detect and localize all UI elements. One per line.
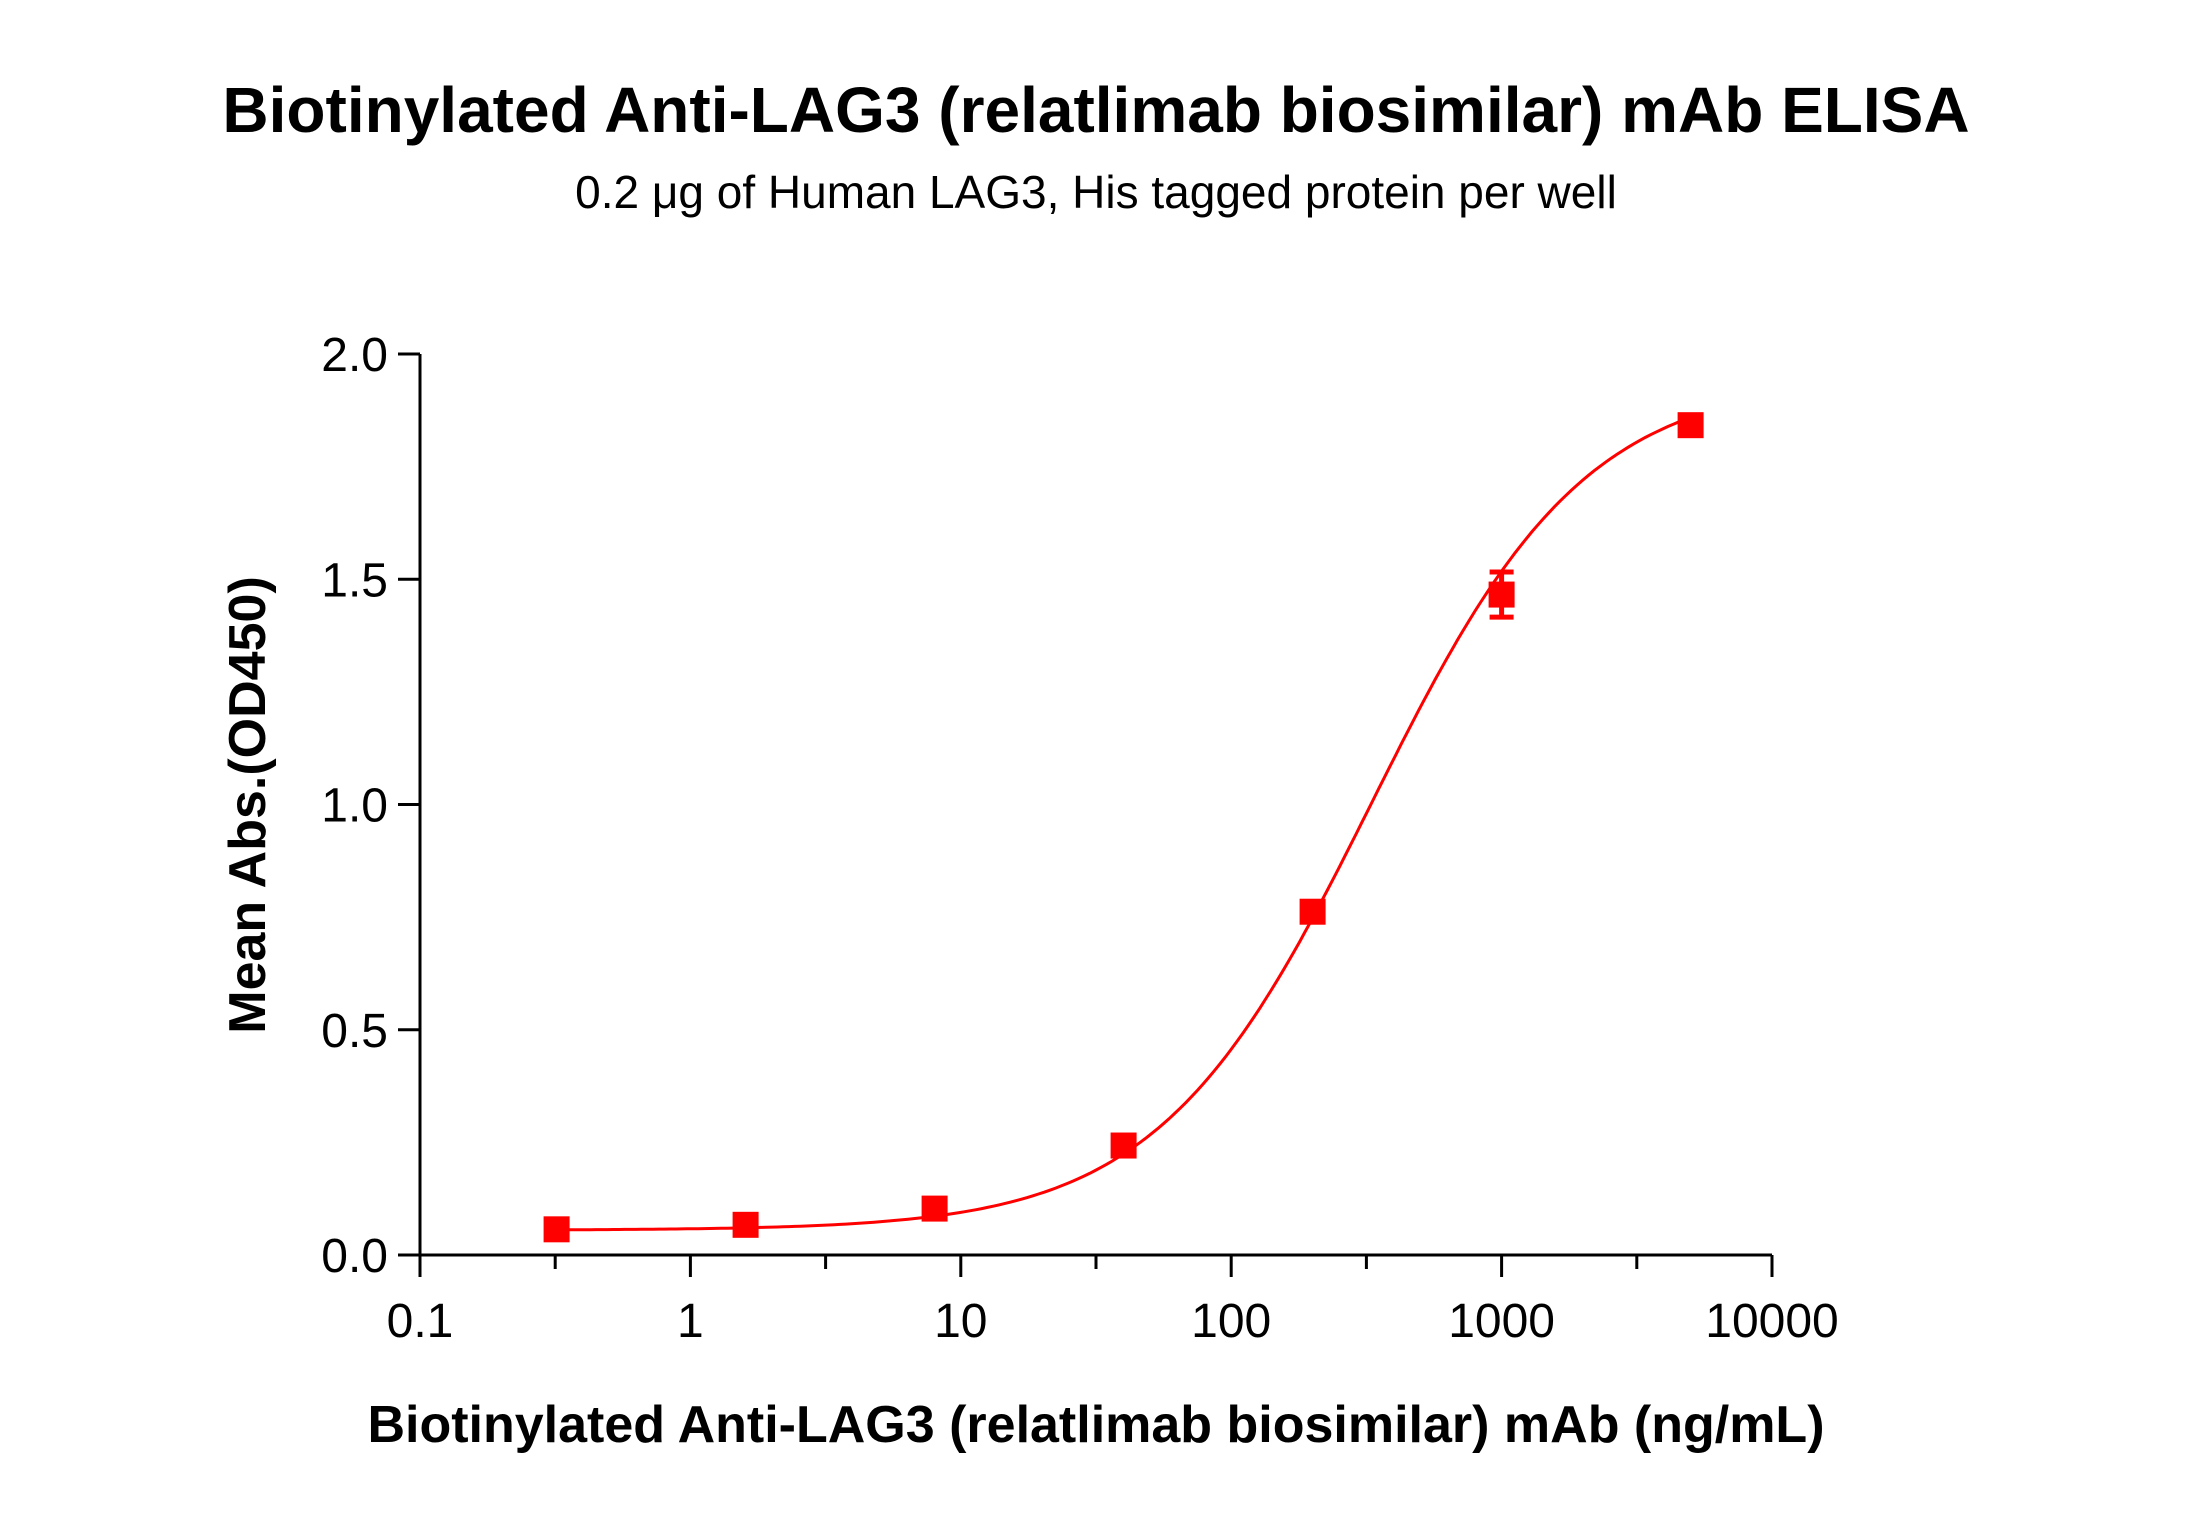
x-tick-label: 10 <box>934 1295 987 1348</box>
x-tick-label: 0.1 <box>387 1295 454 1348</box>
data-point <box>1677 412 1704 439</box>
fit-curve <box>556 415 1692 1232</box>
y-tick-label: 0.5 <box>321 1005 388 1058</box>
x-tick-label: 1 <box>677 1295 704 1348</box>
x-axis-label: Biotinylated Anti-LAG3 (relatlimab biosi… <box>367 1396 1824 1454</box>
y-tick-label: 0.0 <box>321 1230 388 1283</box>
y-axis-label: Mean Abs.(OD450) <box>219 576 277 1034</box>
data-point <box>732 1211 759 1238</box>
chart-subtitle: 0.2 μg of Human LAG3, His tagged protein… <box>575 166 1617 218</box>
y-tick-label: 2.0 <box>321 329 388 382</box>
y-tick-label: 1.5 <box>321 554 388 607</box>
x-tick-label: 100 <box>1191 1295 1271 1348</box>
data-point <box>543 1216 570 1243</box>
x-tick-label: 10000 <box>1705 1295 1838 1348</box>
data-point <box>1488 581 1515 608</box>
chart-title: Biotinylated Anti-LAG3 (relatlimab biosi… <box>222 74 1969 146</box>
data-point <box>1110 1132 1137 1159</box>
x-tick-label: 1000 <box>1448 1295 1555 1348</box>
data-point <box>1299 898 1326 925</box>
y-tick-label: 1.0 <box>321 780 388 833</box>
data-point <box>921 1195 948 1222</box>
